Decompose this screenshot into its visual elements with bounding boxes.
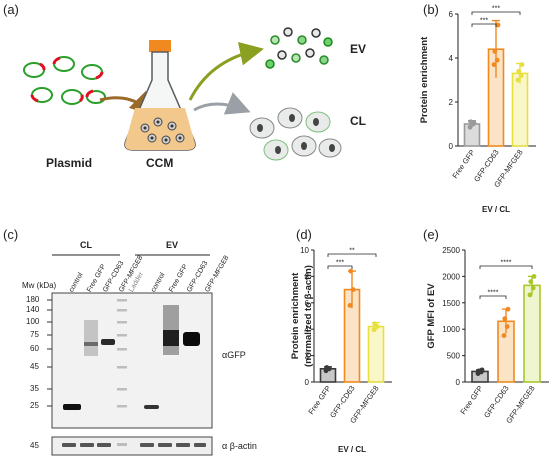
gfp-antibody-label: αGFP	[222, 350, 246, 360]
y-tick-label: 500	[447, 352, 461, 361]
y-axis-label: Protein enrichment	[419, 36, 430, 123]
western-group-ev: EV	[166, 240, 179, 250]
cl-label: CL	[350, 114, 366, 128]
y-tick-label: 4	[449, 54, 454, 63]
significance-bracket	[471, 11, 521, 15]
plasmid-label: Plasmid	[46, 156, 93, 170]
y-tick-label: 6	[305, 299, 310, 308]
mw-marker: 35	[30, 384, 39, 393]
x-axis-label: EV / CL	[338, 445, 366, 454]
y-axis-label-line2: (normalized to β-actin)	[303, 265, 314, 367]
data-point	[471, 120, 477, 126]
significance-label: ***	[336, 260, 344, 267]
panel-label-c: (c)	[3, 227, 19, 242]
data-point	[371, 327, 377, 333]
data-point	[492, 49, 498, 54]
cl-cells	[249, 107, 342, 161]
data-point	[491, 62, 497, 67]
data-point	[530, 285, 536, 291]
y-tick-label: 8	[305, 272, 310, 281]
plasmid-group	[23, 56, 106, 105]
y-tick-label: 6	[449, 10, 454, 19]
mw-marker: 45	[30, 362, 39, 371]
actin-antibody-label: α β-actin	[222, 441, 257, 451]
y-tick-label: 1000	[442, 325, 460, 334]
significance-bracket	[479, 295, 507, 299]
panel-label-d: (d)	[296, 227, 312, 242]
blot-actin	[51, 436, 213, 456]
data-point	[516, 68, 522, 74]
mw-marker: 140	[26, 305, 40, 314]
data-point	[372, 321, 378, 327]
data-point	[501, 333, 507, 338]
data-point	[531, 274, 537, 279]
data-point	[518, 73, 524, 78]
flask-icon	[124, 40, 196, 151]
data-point	[527, 292, 533, 298]
data-point	[519, 62, 525, 67]
significance-bracket	[327, 253, 377, 257]
y-tick-label: 0	[449, 142, 454, 151]
data-point	[494, 57, 500, 63]
significance-label: ***	[480, 18, 488, 25]
mw-marker: 180	[26, 295, 40, 304]
y-axis-label: GFP MFI of EV	[426, 283, 437, 349]
mw-marker: 25	[30, 401, 39, 410]
mw-marker: 100	[26, 317, 40, 326]
y-tick-label: 2	[449, 98, 454, 107]
data-point	[467, 124, 473, 130]
significance-label: ****	[501, 260, 512, 267]
x-tick-label: Free GFP	[458, 384, 484, 416]
significance-label: ****	[488, 290, 499, 297]
mw-marker: 75	[30, 330, 39, 339]
data-point	[479, 367, 485, 373]
ev-vesicles	[265, 27, 333, 69]
y-axis-label: Protein enrichment	[290, 272, 301, 359]
y-tick-label: 2	[305, 352, 310, 361]
x-tick-label: GFP-CD63	[482, 384, 511, 420]
data-point	[495, 22, 501, 28]
y-tick-label: 1500	[442, 299, 460, 308]
significance-bracket	[327, 265, 353, 269]
data-point	[515, 77, 521, 83]
y-tick-label: 0	[305, 378, 310, 387]
western-group-cl: CL	[80, 240, 92, 250]
significance-bracket	[479, 265, 533, 269]
data-point	[505, 306, 511, 312]
panel-label-a: (a)	[3, 2, 19, 17]
y-tick-label: 4	[305, 325, 310, 334]
data-point	[528, 279, 534, 285]
data-point	[347, 303, 353, 308]
significance-label: ***	[492, 6, 500, 13]
data-point	[504, 324, 510, 329]
data-point	[350, 287, 356, 292]
panel-label-b: (b)	[423, 2, 439, 17]
actin-mw-marker: 45	[30, 441, 39, 450]
mw-marker: 60	[30, 344, 39, 353]
data-point	[502, 316, 508, 322]
x-axis-label: EV / CL	[482, 205, 510, 214]
arrow-flask-to-cl	[193, 92, 251, 115]
significance-label: **	[349, 248, 355, 255]
significance-bracket	[471, 23, 497, 27]
ccm-label: CCM	[146, 156, 174, 170]
mw-header: Mw (kDa)	[22, 281, 57, 290]
data-point	[348, 268, 354, 274]
data-point	[324, 365, 330, 370]
panel-label-e: (e)	[423, 227, 439, 242]
ev-label: EV	[350, 42, 367, 56]
y-tick-label: 10	[300, 246, 309, 255]
y-tick-label: 2000	[442, 272, 460, 281]
arrow-flask-to-ev	[188, 41, 264, 101]
y-tick-label: 0	[456, 378, 461, 387]
y-tick-label: 2500	[442, 246, 460, 255]
bar	[523, 284, 541, 383]
